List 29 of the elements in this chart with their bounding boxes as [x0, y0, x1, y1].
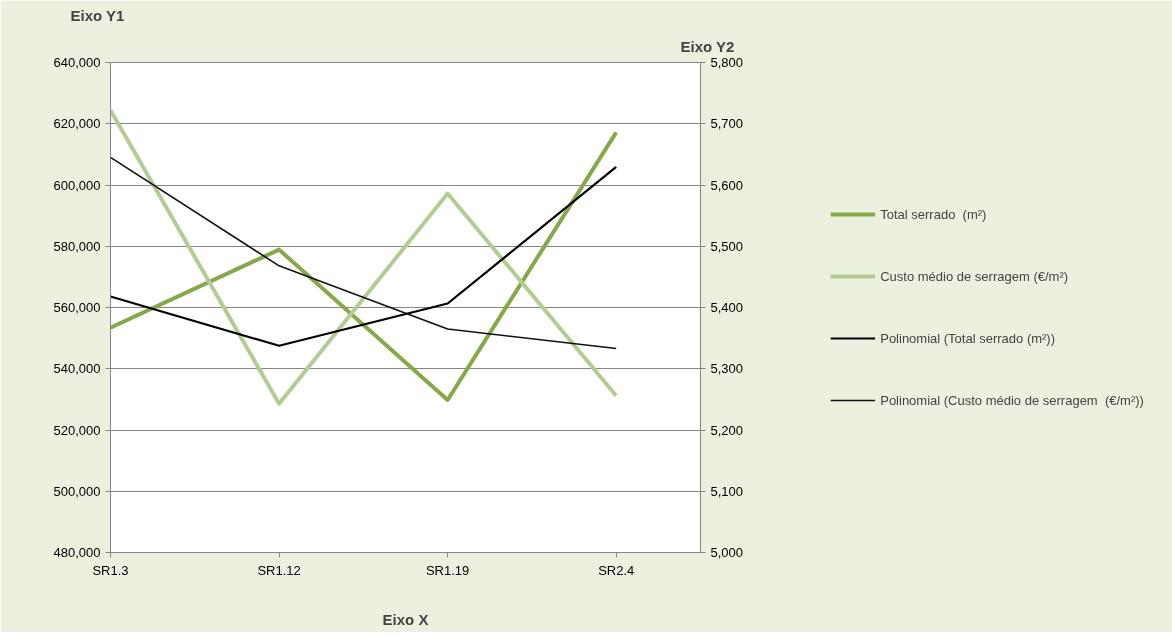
y-tick-label: 640,000: [53, 55, 101, 70]
legend-label: Polinomial (Custo médio de serragem (€/m²)): [880, 392, 1144, 408]
y2-axis-title: Eixo Y2: [680, 37, 735, 55]
y-axis-title: Eixo Y1: [70, 6, 125, 24]
legend-label: Polinomial (Total serrado (m²)): [880, 330, 1056, 346]
y2-tick-label: 5,700: [710, 116, 744, 132]
x-tick-label: SR2.4: [598, 562, 635, 578]
y2-tick-label: 5,000: [710, 545, 744, 560]
y2-tick-label: 5,500: [710, 238, 744, 254]
x-tick-label: SR1.19: [425, 562, 470, 578]
y-tick-label: 520,000: [53, 422, 101, 438]
y-tick-label: 560,000: [53, 300, 101, 315]
y2-tick-label: 5,200: [710, 422, 744, 438]
legend-label: Custo médio de serragem (€/m²): [880, 268, 1069, 284]
y-tick-label: 600,000: [53, 177, 101, 193]
legend-label: Total serrado (m²): [880, 206, 987, 222]
y-tick-label: 540,000: [53, 361, 101, 377]
x-axis-title: Eixo X: [382, 610, 429, 628]
y-tick-label: 580,000: [53, 238, 101, 254]
y2-tick-label: 5,100: [710, 483, 744, 499]
y-tick-label: 480,000: [53, 545, 101, 560]
x-tick-label: SR1.3: [92, 562, 129, 578]
y2-tick-label: 5,400: [710, 300, 744, 315]
y-tick-label: 500,000: [53, 483, 101, 499]
y2-tick-label: 5,800: [710, 55, 744, 70]
x-tick-label: SR1.12: [257, 562, 301, 578]
y-tick-label: 620,000: [53, 116, 101, 132]
y2-tick-label: 5,300: [710, 361, 744, 377]
y2-tick-label: 5,600: [710, 177, 744, 193]
